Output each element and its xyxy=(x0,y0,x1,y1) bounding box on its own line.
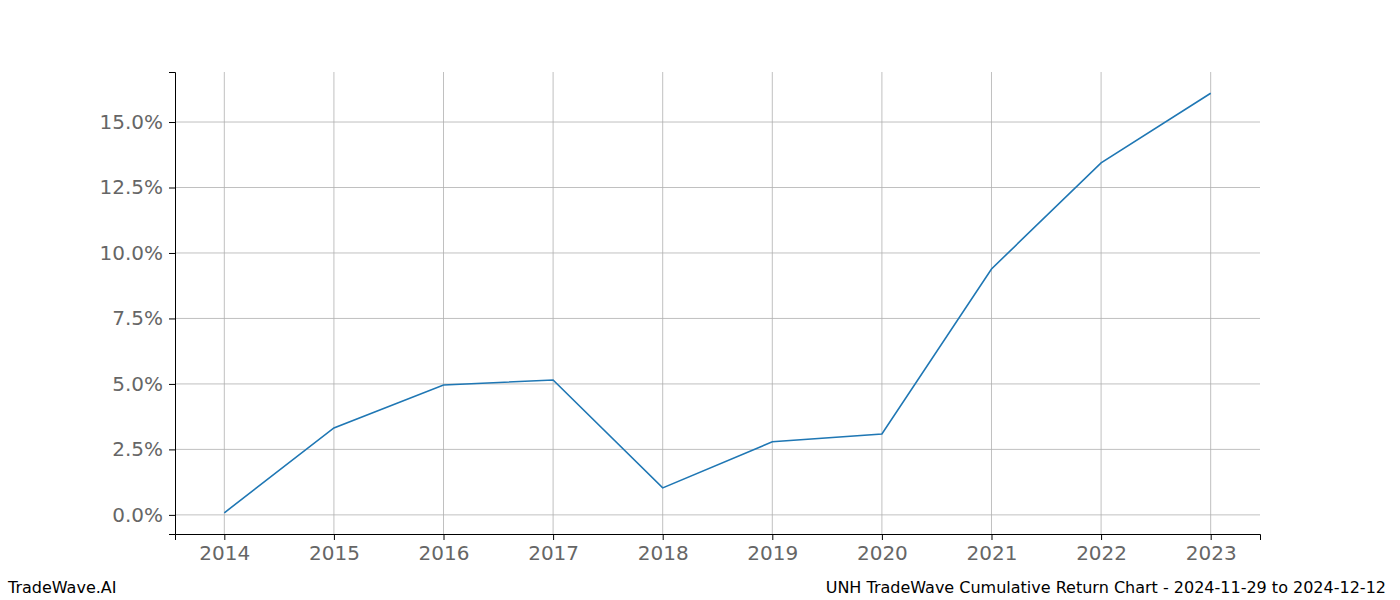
x-tick-label: 2019 xyxy=(747,541,798,565)
y-tick-label: 10.0% xyxy=(99,241,163,265)
x-tick: 2016 xyxy=(419,534,470,565)
x-tick-mark xyxy=(991,534,992,540)
grid-line-x xyxy=(881,72,882,534)
y-tick: 12.5% xyxy=(99,175,175,199)
y-tick-mark xyxy=(169,515,175,516)
x-axis: 2014 2015 2016 2017 2018 2019 2020 2021 2022 2023 xyxy=(176,534,1261,565)
x-tick-mark xyxy=(444,534,445,540)
grid-line-y xyxy=(175,514,1260,515)
x-tick-mark xyxy=(553,534,554,540)
y-tick-label: 15.0% xyxy=(99,110,163,134)
x-tick: 2021 xyxy=(967,534,1018,565)
x-tick: 2015 xyxy=(309,534,360,565)
grid xyxy=(175,72,1260,534)
x-tick: 2014 xyxy=(199,534,250,565)
grid-line-y xyxy=(175,449,1260,450)
y-tick-mark xyxy=(169,253,175,254)
y-tick-mark xyxy=(169,318,175,319)
grid-line-x xyxy=(224,72,225,534)
grid-line-x xyxy=(991,72,992,534)
y-tick: 10.0% xyxy=(99,241,175,265)
y-tick-mark xyxy=(169,188,175,189)
x-tick: 2022 xyxy=(1076,534,1127,565)
x-tick-label: 2018 xyxy=(638,541,689,565)
grid-line-x xyxy=(333,72,334,534)
y-tick-label: 12.5% xyxy=(99,175,163,199)
x-tick: 2019 xyxy=(747,534,798,565)
x-tick-label: 2020 xyxy=(857,541,908,565)
x-tick-label: 2022 xyxy=(1076,541,1127,565)
x-tick-label: 2014 xyxy=(199,541,250,565)
x-tick: 2017 xyxy=(528,534,579,565)
grid-line-y xyxy=(175,318,1260,319)
y-tick-label: 0.0% xyxy=(112,503,163,527)
x-tick-mark xyxy=(1101,534,1102,540)
grid-line-x xyxy=(443,72,444,534)
x-tick-mark xyxy=(663,534,664,540)
x-tick: 2023 xyxy=(1186,534,1237,565)
grid-line-y xyxy=(175,252,1260,253)
x-tick-mark xyxy=(772,534,773,540)
grid-line-y xyxy=(175,122,1260,123)
grid-line-x xyxy=(1101,72,1102,534)
y-tick: 15.0% xyxy=(99,110,175,134)
x-tick-mark xyxy=(882,534,883,540)
marks xyxy=(224,93,1210,513)
grid-line-x xyxy=(553,72,554,534)
y-tick-label: 7.5% xyxy=(112,306,163,330)
y-tick-label: 5.0% xyxy=(112,372,163,396)
x-tick: 2020 xyxy=(857,534,908,565)
chart: 2014 2015 2016 2017 2018 2019 2020 2021 2022 2023… xyxy=(0,0,1400,600)
grid-line-y xyxy=(175,383,1260,384)
x-tick-mark xyxy=(1211,534,1212,540)
plot: 2014 2015 2016 2017 2018 2019 2020 2021 2022 2023… xyxy=(99,72,1260,565)
y-tick: 0.0% xyxy=(112,503,175,527)
y-tick: 2.5% xyxy=(112,437,175,461)
y-tick-mark xyxy=(169,449,175,450)
x-tick-label: 2017 xyxy=(528,541,579,565)
source: TradeWave.AI xyxy=(7,578,116,597)
x-tick-label: 2021 xyxy=(967,541,1018,565)
y-axis: 0.0% 2.5% 5.0% 7.5% 10.0% 12.5% 15.0% xyxy=(99,73,175,535)
y-tick: 5.0% xyxy=(112,372,175,396)
x-tick-mark xyxy=(224,534,225,540)
y-tick: 7.5% xyxy=(112,306,175,330)
grid-line-x xyxy=(662,72,663,534)
x-tick-label: 2023 xyxy=(1186,541,1237,565)
grid-line-x xyxy=(1210,72,1211,534)
x-tick: 2018 xyxy=(638,534,689,565)
axis-line xyxy=(169,73,176,535)
y-tick-mark xyxy=(169,384,175,385)
y-tick-mark xyxy=(169,122,175,123)
title: UNH TradeWave Cumulative Return Chart - … xyxy=(826,578,1386,597)
grid-line-y xyxy=(175,187,1260,188)
x-tick-label: 2016 xyxy=(419,541,470,565)
y-tick-label: 2.5% xyxy=(112,437,163,461)
grid-line-x xyxy=(772,72,773,534)
axis-line xyxy=(176,535,1261,541)
x-tick-mark xyxy=(334,534,335,540)
x-tick-label: 2015 xyxy=(309,541,360,565)
line xyxy=(224,93,1210,513)
